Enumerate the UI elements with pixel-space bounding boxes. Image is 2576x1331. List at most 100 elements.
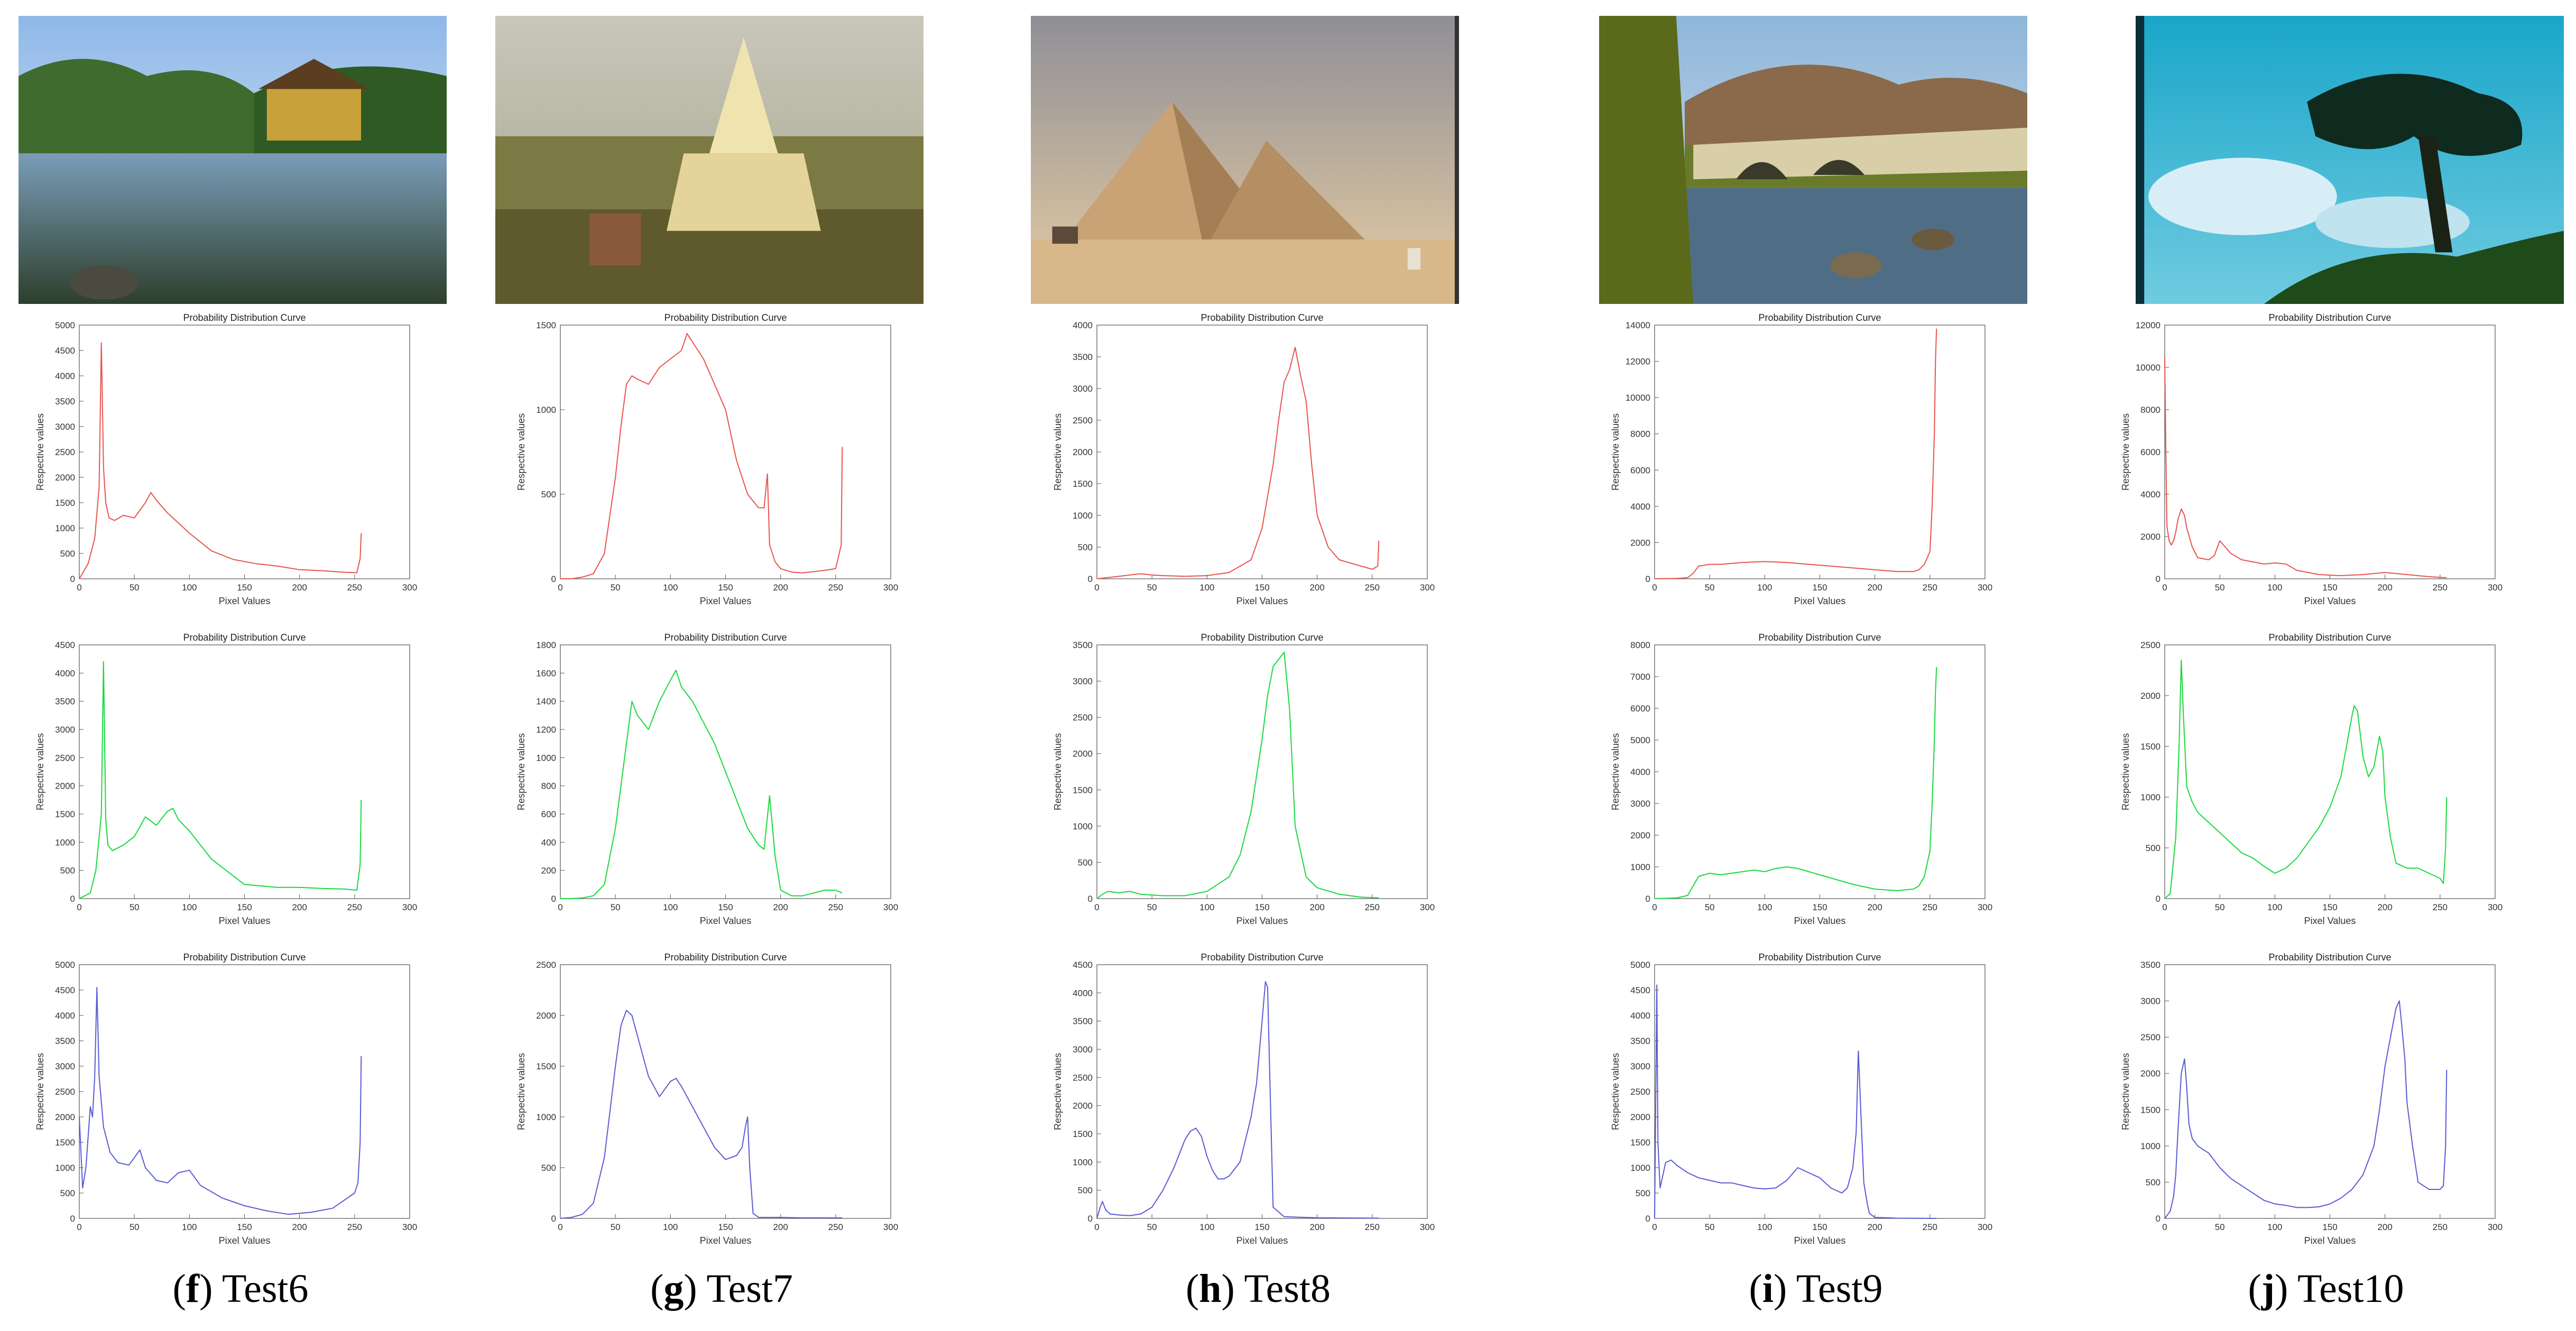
y-tick-label: 0 xyxy=(551,1214,556,1224)
x-tick-label: 0 xyxy=(1652,1222,1657,1232)
x-tick-label: 150 xyxy=(1254,1222,1269,1232)
y-axis-label: Respective values xyxy=(1610,1053,1621,1130)
y-tick-label: 2000 xyxy=(55,781,75,791)
x-tick-label: 250 xyxy=(828,583,843,593)
y-tick-label: 1800 xyxy=(536,640,556,650)
chart-svg: Probability Distribution Curve 0 50 100 150 2… xyxy=(2120,952,2503,1246)
x-tick-label: 150 xyxy=(1812,1222,1827,1232)
y-tick-label: 10000 xyxy=(2136,363,2160,373)
series-line-green xyxy=(1654,667,1937,899)
plot-frame xyxy=(2164,325,2496,579)
y-axis-label: Respective values xyxy=(2120,413,2131,491)
caption-letter: i xyxy=(1762,1267,1774,1311)
x-tick-label: 50 xyxy=(2215,902,2225,912)
y-tick-label: 2000 xyxy=(2140,532,2160,542)
x-tick-label: 150 xyxy=(718,583,733,593)
x-tick-label: 150 xyxy=(1812,902,1827,912)
x-tick-label: 100 xyxy=(2267,902,2282,912)
y-tick-label: 12000 xyxy=(2136,320,2160,330)
y-tick-label: 600 xyxy=(541,809,556,819)
y-axis-label: Respective values xyxy=(1052,1053,1063,1130)
y-axis-label: Respective values xyxy=(1052,733,1063,810)
x-tick-label: 100 xyxy=(663,902,678,912)
chart-title: Probability Distribution Curve xyxy=(2268,632,2391,643)
y-tick-label: 2000 xyxy=(2140,1069,2160,1079)
photo-test6 xyxy=(19,16,447,304)
y-tick-label: 500 xyxy=(60,866,75,876)
y-tick-label: 500 xyxy=(2146,843,2160,853)
y-tick-label: 2500 xyxy=(1073,1073,1093,1083)
chart-test9-red: Probability Distribution Curve 0 50 100 150 2… xyxy=(1578,309,2054,629)
x-tick-label: 300 xyxy=(1420,583,1435,593)
chart-title: Probability Distribution Curve xyxy=(183,632,306,643)
y-tick-label: 1000 xyxy=(55,1163,75,1173)
y-tick-label: 5000 xyxy=(1630,735,1650,745)
y-axis-label: Respective values xyxy=(2120,1053,2131,1130)
x-tick-label: 250 xyxy=(828,902,843,912)
y-tick-label: 3500 xyxy=(55,396,75,406)
x-tick-label: 50 xyxy=(611,1222,621,1232)
y-tick-label: 1400 xyxy=(536,697,556,707)
y-tick-label: 3500 xyxy=(55,697,75,707)
y-tick-label: 1000 xyxy=(55,837,75,847)
y-tick-label: 1500 xyxy=(536,1061,556,1071)
y-tick-label: 1500 xyxy=(55,1138,75,1148)
y-tick-label: 2500 xyxy=(55,1087,75,1097)
chart-test7-blue: Probability Distribution Curve 0 50 100 150 2… xyxy=(484,949,959,1269)
y-tick-label: 8000 xyxy=(1630,429,1650,439)
x-tick-label: 200 xyxy=(292,1222,307,1232)
y-tick-label: 1000 xyxy=(2140,1141,2160,1151)
series-line-red xyxy=(1096,347,1380,579)
x-tick-label: 200 xyxy=(1309,583,1324,593)
chart-title: Probability Distribution Curve xyxy=(1758,952,1881,963)
y-tick-label: 1000 xyxy=(2140,792,2160,802)
x-tick-label: 250 xyxy=(2433,1222,2448,1232)
chart-svg: Probability Distribution Curve 0 50 100 150 2… xyxy=(2120,312,2503,606)
x-tick-label: 0 xyxy=(2162,583,2167,593)
plot-frame xyxy=(560,964,891,1219)
plot-frame xyxy=(1096,644,1428,899)
chart-test7-green: Probability Distribution Curve 0 50 100 150 2… xyxy=(484,629,959,949)
x-tick-label: 100 xyxy=(1199,1222,1214,1232)
plot-frame xyxy=(1096,964,1428,1219)
y-tick-label: 4000 xyxy=(55,371,75,381)
y-tick-label: 0 xyxy=(2156,894,2160,904)
x-axis-label: Pixel Values xyxy=(1794,596,1846,606)
x-tick-label: 150 xyxy=(237,1222,252,1232)
chart-test10-green: Probability Distribution Curve 0 50 100 150 2… xyxy=(2088,629,2564,949)
x-tick-label: 150 xyxy=(1254,583,1269,593)
x-tick-label: 300 xyxy=(2488,902,2503,912)
y-tick-label: 3000 xyxy=(55,725,75,735)
chart-test8-green: Probability Distribution Curve 0 50 100 150 2… xyxy=(1020,629,1496,949)
y-tick-label: 1500 xyxy=(1073,479,1093,489)
chart-svg: Probability Distribution Curve 0 50 100 150 2… xyxy=(35,632,417,926)
y-axis-label: Respective values xyxy=(1052,413,1063,491)
series-line-red xyxy=(2164,356,2447,578)
chart-title: Probability Distribution Curve xyxy=(2268,312,2391,323)
y-tick-label: 4000 xyxy=(55,668,75,678)
y-tick-label: 1000 xyxy=(536,753,556,763)
y-tick-label: 4000 xyxy=(1630,1011,1650,1021)
x-axis-label: Pixel Values xyxy=(1236,596,1288,606)
y-tick-label: 1000 xyxy=(1073,821,1093,831)
caption-test9: (i) Test9 xyxy=(1749,1267,1883,1311)
x-tick-label: 0 xyxy=(558,902,562,912)
y-tick-label: 5000 xyxy=(1630,960,1650,970)
y-tick-label: 3000 xyxy=(1630,799,1650,809)
y-axis-label: Respective values xyxy=(35,1053,45,1130)
x-tick-label: 0 xyxy=(558,1222,562,1232)
x-tick-label: 100 xyxy=(1757,902,1772,912)
series-line-red xyxy=(79,342,362,579)
x-tick-label: 250 xyxy=(1923,583,1937,593)
series-line-green xyxy=(2164,659,2448,899)
x-tick-label: 250 xyxy=(1365,902,1380,912)
x-tick-label: 250 xyxy=(828,1222,843,1232)
plot-frame xyxy=(2164,964,2496,1219)
caption-letter: j xyxy=(2261,1267,2275,1311)
x-tick-label: 200 xyxy=(1867,902,1882,912)
y-tick-label: 0 xyxy=(1646,574,1650,584)
y-tick-label: 1000 xyxy=(1073,511,1093,521)
x-tick-label: 200 xyxy=(773,1222,788,1232)
y-tick-label: 2500 xyxy=(55,447,75,457)
y-tick-label: 12000 xyxy=(1626,357,1650,367)
